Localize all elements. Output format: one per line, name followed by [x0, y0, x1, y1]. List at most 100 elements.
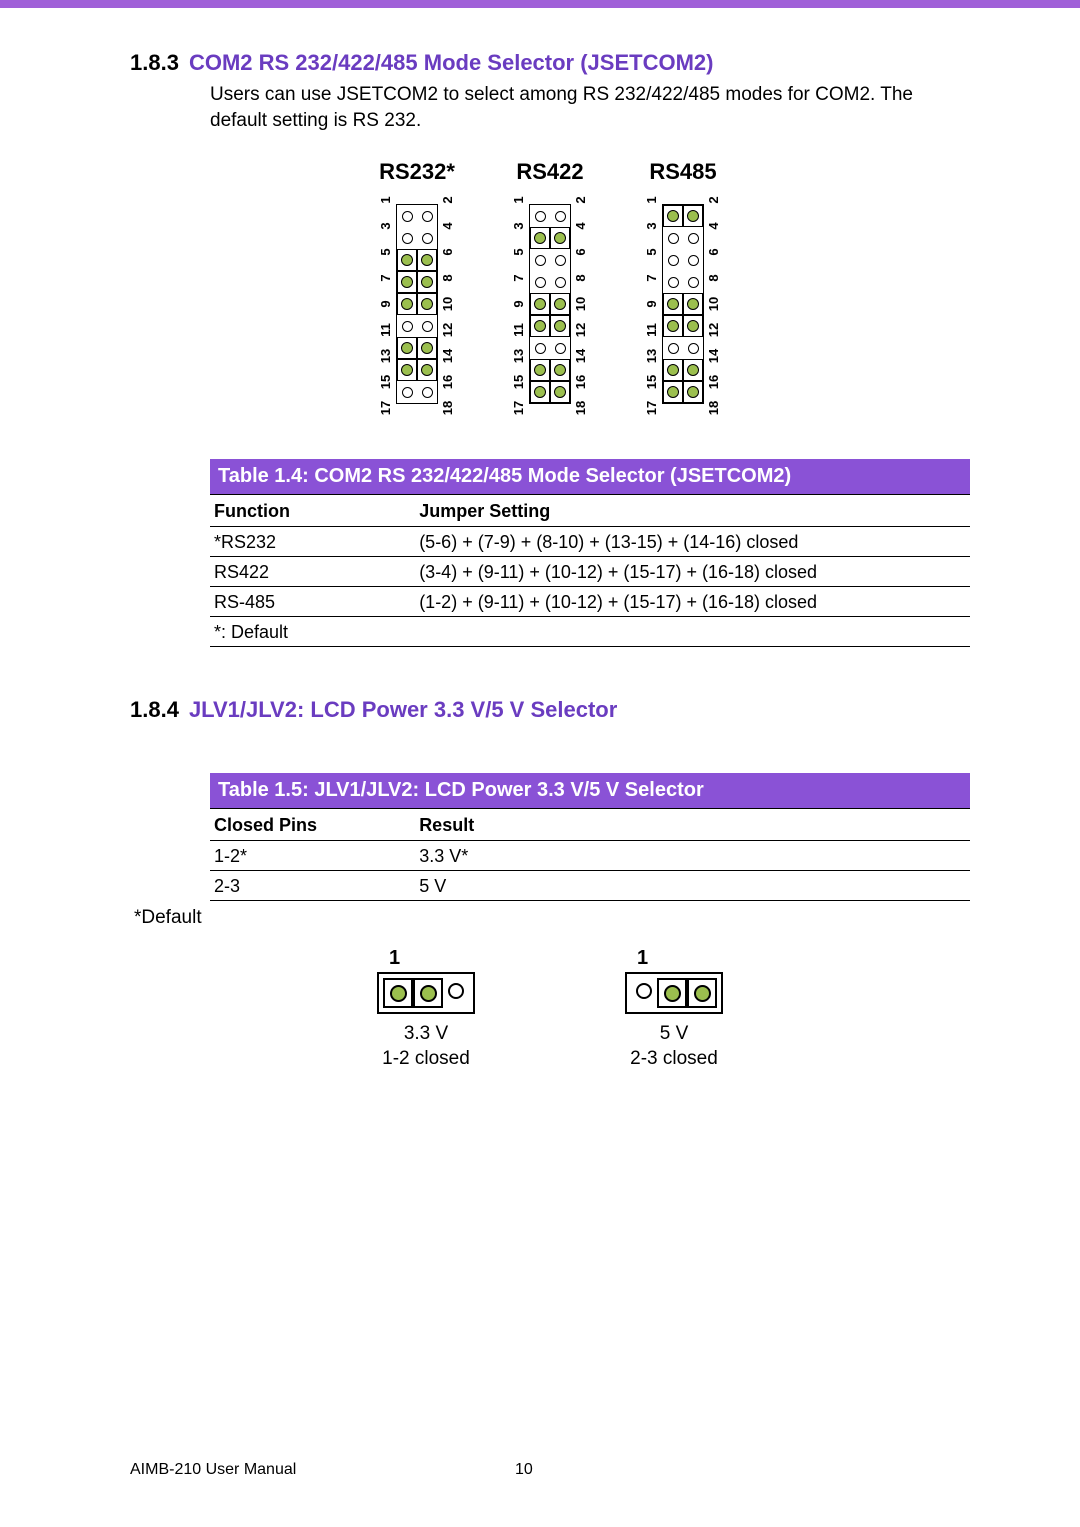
- default-note: *Default: [134, 907, 970, 929]
- pin-closed-icon: [554, 386, 566, 398]
- pin-number: 13: [375, 348, 397, 364]
- pin-number: 7: [508, 270, 530, 286]
- pin-closed-icon: [667, 210, 679, 222]
- footer-manual: AIMB-210 User Manual: [130, 1461, 296, 1479]
- pin: [663, 271, 683, 293]
- pin-number: 6: [570, 244, 592, 260]
- pin-open-icon: [555, 211, 566, 222]
- table-row: *: Default: [210, 617, 970, 647]
- pin: [550, 249, 570, 271]
- pin-number: 17: [508, 400, 530, 416]
- right-pin-numbers: 24681012141618: [440, 189, 456, 419]
- pin: [397, 271, 417, 293]
- pin: [417, 337, 437, 359]
- table-row: 1-2*3.3 V*: [210, 841, 970, 871]
- pin-grid: [662, 204, 704, 404]
- pin-open-icon: [448, 983, 464, 999]
- pin: [397, 315, 417, 337]
- pin: [683, 381, 703, 403]
- pin-number: 9: [641, 296, 663, 312]
- pin: [663, 227, 683, 249]
- pin: [683, 315, 703, 337]
- jumper-title: RS232*: [378, 159, 456, 185]
- pin-number: 15: [641, 374, 663, 390]
- pin-grid: [529, 204, 571, 404]
- jumper-title: RS422: [511, 159, 589, 185]
- jumper-mode: RS232*135791113151724681012141618: [378, 159, 456, 419]
- table-caption: Table 1.5: JLV1/JLV2: LCD Power 3.3 V/5 …: [210, 773, 970, 809]
- pin: [550, 359, 570, 381]
- pin-closed-icon: [687, 364, 699, 376]
- pin: [663, 337, 683, 359]
- pin-open-icon: [422, 233, 433, 244]
- pin-number: 3: [375, 218, 397, 234]
- pin-number: 1: [508, 192, 530, 208]
- pin-closed-icon: [421, 298, 433, 310]
- pin-number: 17: [641, 400, 663, 416]
- pin-closed-icon: [534, 320, 546, 332]
- pin-number: 3: [508, 218, 530, 234]
- table-row: RS422(3-4) + (9-11) + (10-12) + (15-17) …: [210, 557, 970, 587]
- pin-closed-icon: [401, 364, 413, 376]
- pin: [663, 293, 683, 315]
- jumper-strip: 135791113151724681012141618: [644, 189, 722, 419]
- pin-number: 8: [570, 270, 592, 286]
- pin-open-icon: [535, 211, 546, 222]
- pin-number: 16: [570, 374, 592, 390]
- jlv-3v3: 1 3.3 V 1-2 closed: [377, 947, 475, 1071]
- pin-number: 9: [508, 296, 530, 312]
- table-cell: *RS232: [210, 527, 415, 557]
- table-row: RS-485(1-2) + (9-11) + (10-12) + (15-17)…: [210, 587, 970, 617]
- pin: [550, 271, 570, 293]
- pin: [530, 315, 550, 337]
- pin: [530, 359, 550, 381]
- pin-open-icon: [422, 321, 433, 332]
- pin-number: 2: [570, 192, 592, 208]
- right-pin-numbers: 24681012141618: [706, 189, 722, 419]
- pin-closed-icon: [687, 320, 699, 332]
- pin-closed-icon: [687, 210, 699, 222]
- pin: [663, 359, 683, 381]
- pin-open-icon: [668, 255, 679, 266]
- table-cell: 3.3 V*: [415, 841, 970, 871]
- pin-open-icon: [668, 343, 679, 354]
- pin: [663, 249, 683, 271]
- pin-number: 2: [703, 192, 725, 208]
- table-cell: RS422: [210, 557, 415, 587]
- pin-number: 7: [375, 270, 397, 286]
- pin: [397, 205, 417, 227]
- pin-number: 15: [508, 374, 530, 390]
- table-1-4: Table 1.4: COM2 RS 232/422/485 Mode Sele…: [210, 459, 970, 647]
- pin: [663, 315, 683, 337]
- jlv-diagrams: 1 3.3 V 1-2 closed 1 5 V 2-3 closed: [130, 947, 970, 1071]
- pin-closed-icon: [420, 985, 437, 1002]
- right-pin-numbers: 24681012141618: [573, 189, 589, 419]
- jlv-5v: 1 5 V 2-3 closed: [625, 947, 723, 1071]
- section-heading: JLV1/JLV2: LCD Power 3.3 V/5 V Selector: [189, 697, 617, 723]
- pin-closed-icon: [667, 320, 679, 332]
- pin-closed-icon: [687, 298, 699, 310]
- pin-closed-icon: [390, 985, 407, 1002]
- jlv-pin: [413, 978, 443, 1008]
- table-caption: Table 1.4: COM2 RS 232/422/485 Mode Sele…: [210, 459, 970, 495]
- jlv-closed: 1-2 closed: [382, 1048, 470, 1069]
- jlv-voltage: 3.3 V: [404, 1023, 448, 1044]
- pin-number: 10: [703, 296, 725, 312]
- pin: [683, 227, 703, 249]
- jumper-strip: 135791113151724681012141618: [511, 189, 589, 419]
- jlv-pinbox: [625, 972, 723, 1014]
- pin: [417, 381, 437, 403]
- jlv-caption: 3.3 V 1-2 closed: [377, 1022, 475, 1071]
- pin-open-icon: [688, 255, 699, 266]
- pin1-label: 1: [625, 947, 723, 970]
- pin: [530, 293, 550, 315]
- pin-number: 10: [570, 296, 592, 312]
- pin-number: 14: [437, 348, 459, 364]
- table-cell: (3-4) + (9-11) + (10-12) + (15-17) + (16…: [415, 557, 970, 587]
- pin: [417, 359, 437, 381]
- pin-number: 4: [703, 218, 725, 234]
- pin-number: 18: [437, 400, 459, 416]
- table-header: Result: [415, 809, 970, 841]
- pin-number: 1: [375, 192, 397, 208]
- pin-closed-icon: [421, 276, 433, 288]
